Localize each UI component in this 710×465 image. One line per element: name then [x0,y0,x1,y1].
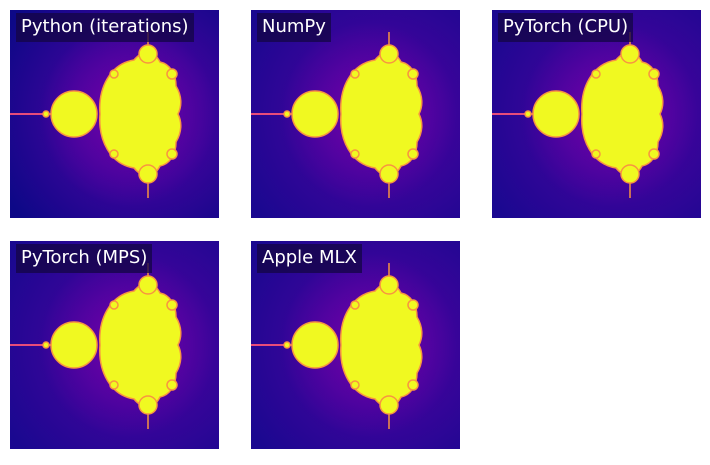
fractal-shape [10,32,182,198]
panel-label: Python (iterations) [16,13,194,42]
fractal-shape [10,263,182,429]
mandelbrot-image [10,10,219,218]
panel-label: PyTorch (CPU) [498,13,634,42]
panel-numpy: NumPy [251,10,460,218]
fractal-shape [251,32,423,198]
mandelbrot-image [251,10,460,218]
panel-pytorch-cpu: PyTorch (CPU) [492,10,701,218]
mandelbrot-image [10,241,219,449]
panel-apple-mlx: Apple MLX [251,241,460,449]
fractal-shape [251,263,423,429]
panel-python-iterations: Python (iterations) [10,10,219,218]
fractal-shape [492,32,664,198]
panel-label: PyTorch (MPS) [16,244,153,273]
panel-pytorch-mps: PyTorch (MPS) [10,241,219,449]
mandelbrot-image [492,10,701,218]
mandelbrot-image [251,241,460,449]
panel-label: NumPy [257,13,331,42]
panel-label: Apple MLX [257,244,362,273]
